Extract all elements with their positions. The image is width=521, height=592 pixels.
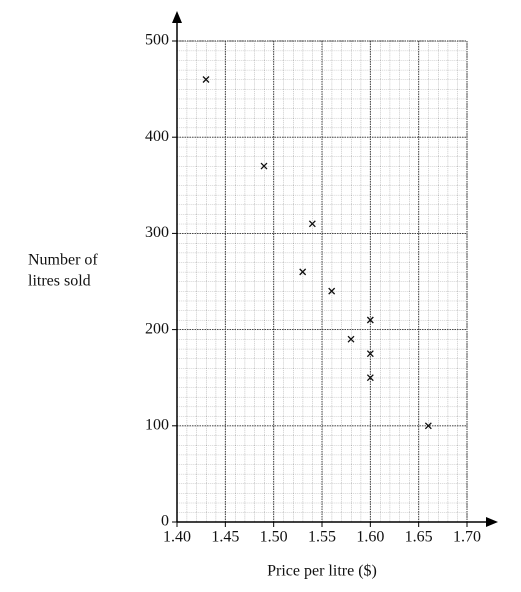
x-tick-label: 1.60 xyxy=(356,529,384,546)
y-tick-label: 200 xyxy=(145,320,169,337)
y-axis-label: Number of xyxy=(28,252,98,269)
x-tick-label: 1.40 xyxy=(163,529,191,546)
point xyxy=(366,316,374,324)
y-tick-label: 100 xyxy=(145,416,169,433)
x-axis-label: Price per litre ($) xyxy=(267,563,377,580)
y-tick-label: 500 xyxy=(145,32,169,49)
y-arrow xyxy=(172,11,182,23)
point xyxy=(260,162,268,170)
x-tick-label: 1.55 xyxy=(308,529,336,546)
y-tick-label: 0 xyxy=(161,513,169,530)
point xyxy=(328,287,336,295)
point xyxy=(299,268,307,276)
y-tick-label: 400 xyxy=(145,128,169,145)
x-tick-label: 1.70 xyxy=(453,529,481,546)
point xyxy=(308,220,316,228)
point xyxy=(424,422,432,430)
point xyxy=(347,335,355,343)
points xyxy=(202,76,432,430)
x-tick-label: 1.65 xyxy=(405,529,433,546)
y-tick-label: 300 xyxy=(145,224,169,241)
point xyxy=(202,76,210,83)
y-axis-label: litres sold xyxy=(28,273,91,290)
point xyxy=(366,374,374,382)
point xyxy=(366,350,374,358)
x-arrow xyxy=(486,517,498,527)
x-tick-label: 1.45 xyxy=(211,529,239,546)
x-tick-label: 1.50 xyxy=(260,529,288,546)
